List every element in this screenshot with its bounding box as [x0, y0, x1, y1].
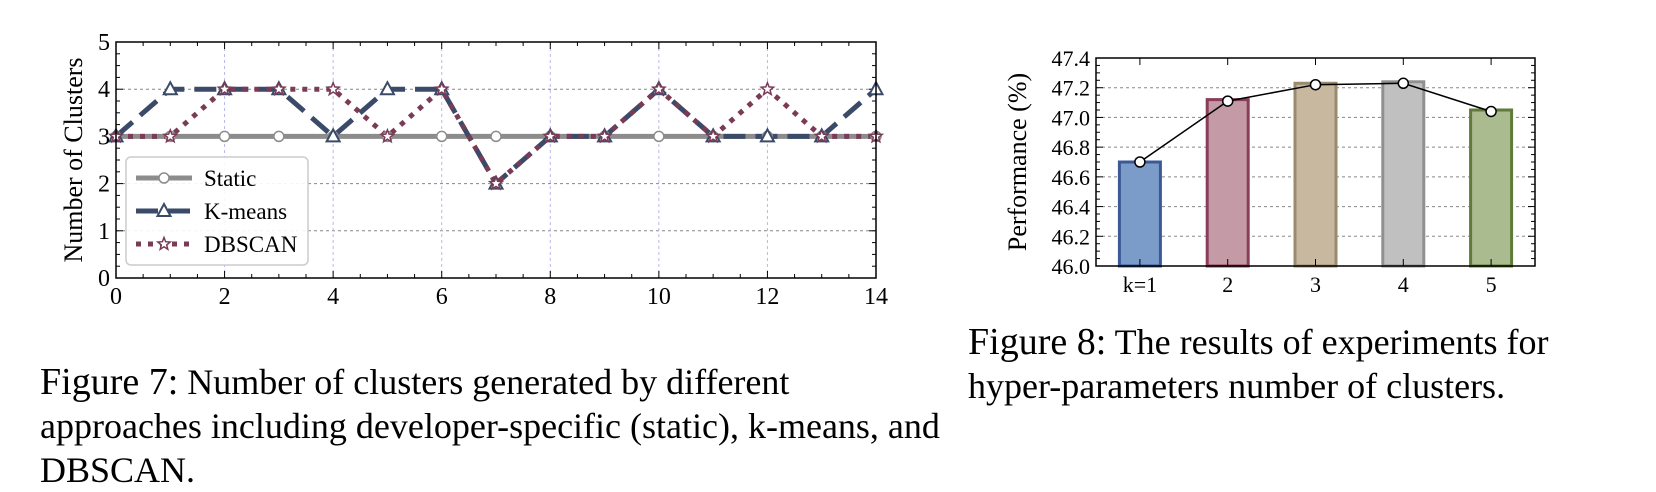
trend-point [1221, 95, 1234, 107]
x-tick-label: 10 [647, 284, 671, 310]
data-point-dbscan [759, 80, 776, 97]
figure-8-caption-text: The results of experiments for hyper-par… [968, 322, 1549, 406]
y-tick-label: 46.6 [1052, 165, 1091, 190]
x-tick-label: 8 [544, 284, 556, 310]
x-tick-label: 14 [864, 284, 888, 310]
x-tick-label: k=1 [1123, 272, 1157, 297]
data-point-static [218, 130, 231, 143]
trend-point [1134, 156, 1146, 168]
bar-5 [1469, 108, 1514, 268]
data-point-dbscan [216, 80, 233, 97]
x-tick-label: 5 [1486, 272, 1497, 297]
data-point-k-means [324, 127, 342, 143]
data-point-dbscan [270, 80, 287, 97]
y-tick-label: 3 [98, 124, 110, 150]
data-point-dbscan [705, 127, 722, 144]
x-tick-label: 6 [436, 284, 448, 310]
data-point-dbscan [325, 80, 342, 97]
legend-marker [155, 201, 173, 217]
y-tick-label: 46.2 [1052, 224, 1091, 249]
x-tick-label: 12 [755, 284, 779, 310]
bar-4 [1381, 80, 1426, 268]
x-tick-label: 4 [327, 284, 339, 310]
y-tick-label: 47.0 [1052, 105, 1091, 130]
data-point-static [490, 130, 502, 143]
y-tick-label: 4 [98, 77, 110, 103]
data-point-static [653, 130, 665, 143]
bar-chart-performance: 46.0 46.2 46.4 46.6 46.8 47.0 47.2 47.4 k=1 2 3 4 5 P… [1003, 46, 1536, 297]
y-tick-label: 47.4 [1052, 46, 1091, 71]
trend-point [1485, 105, 1497, 118]
y-tick-label: 1 [98, 219, 110, 245]
legend: Static K-means DBSCAN [125, 156, 309, 266]
x-tick-label: 4 [1398, 272, 1409, 297]
x-tick-label: 3 [1310, 272, 1321, 297]
y-tick-label: 46.8 [1052, 135, 1091, 160]
plot-frame [115, 41, 877, 279]
data-point-dbscan [650, 80, 667, 97]
data-point-k-means [379, 80, 396, 96]
figure-7-caption-label: Figure 7: [40, 361, 179, 403]
y-tick-label: 47.2 [1052, 76, 1091, 101]
bar-2 [1205, 98, 1250, 268]
figure-7-caption-text: Number of clusters generated by differen… [40, 362, 940, 490]
figure-8-caption: Figure 8: The results of experiments for… [968, 320, 1588, 408]
data-point-dbscan [596, 127, 613, 144]
figure-8-caption-label: Figure 8: [968, 321, 1107, 363]
data-point-dbscan [813, 127, 830, 144]
y-axis-label: Number of Clusters [59, 57, 88, 262]
trend-point [1309, 78, 1322, 91]
y-tick-label: 2 [98, 172, 110, 198]
legend-label-dbscan: DBSCAN [204, 232, 298, 257]
data-point-static [435, 130, 448, 143]
legend-marker [155, 235, 173, 251]
data-point-dbscan [487, 174, 505, 191]
legend-label-static: Static [204, 166, 256, 191]
data-point-k-means [759, 127, 776, 143]
x-tick-label: 0 [110, 284, 122, 310]
y-axis-label: Performance (%) [1003, 73, 1032, 251]
bar-k=1 [1117, 160, 1162, 268]
data-point-dbscan [379, 127, 396, 144]
y-tick-label: 0 [98, 266, 110, 292]
y-tick-label: 46.0 [1052, 254, 1091, 279]
figure-7-caption: Figure 7: Number of clusters generated b… [40, 360, 960, 492]
legend-box [125, 156, 309, 266]
legend-marker [158, 172, 170, 184]
figure-8: 46.0 46.2 46.4 46.6 46.8 47.0 47.2 47.4 k=1 2 3 4 5 P… [968, 0, 1656, 462]
data-point-static [273, 130, 285, 143]
trend-point [1397, 77, 1410, 90]
y-tick-label: 46.4 [1052, 195, 1091, 220]
series-line-dbscan [116, 86, 876, 187]
data-point-dbscan [162, 127, 179, 144]
figure-7: 0 2 4 6 8 10 12 14 0 1 2 3 4 5 Number of Clusters Stati… [40, 30, 940, 490]
data-point-dbscan [542, 127, 559, 144]
x-tick-label: 2 [219, 284, 231, 310]
y-tick-label: 5 [98, 30, 110, 56]
data-point-k-means [162, 80, 179, 96]
plot-frame [1095, 57, 1536, 267]
legend-label-k-means: K-means [204, 199, 287, 224]
data-point-dbscan [433, 80, 450, 97]
x-tick-label: 2 [1222, 272, 1233, 297]
bar-3 [1293, 81, 1338, 268]
